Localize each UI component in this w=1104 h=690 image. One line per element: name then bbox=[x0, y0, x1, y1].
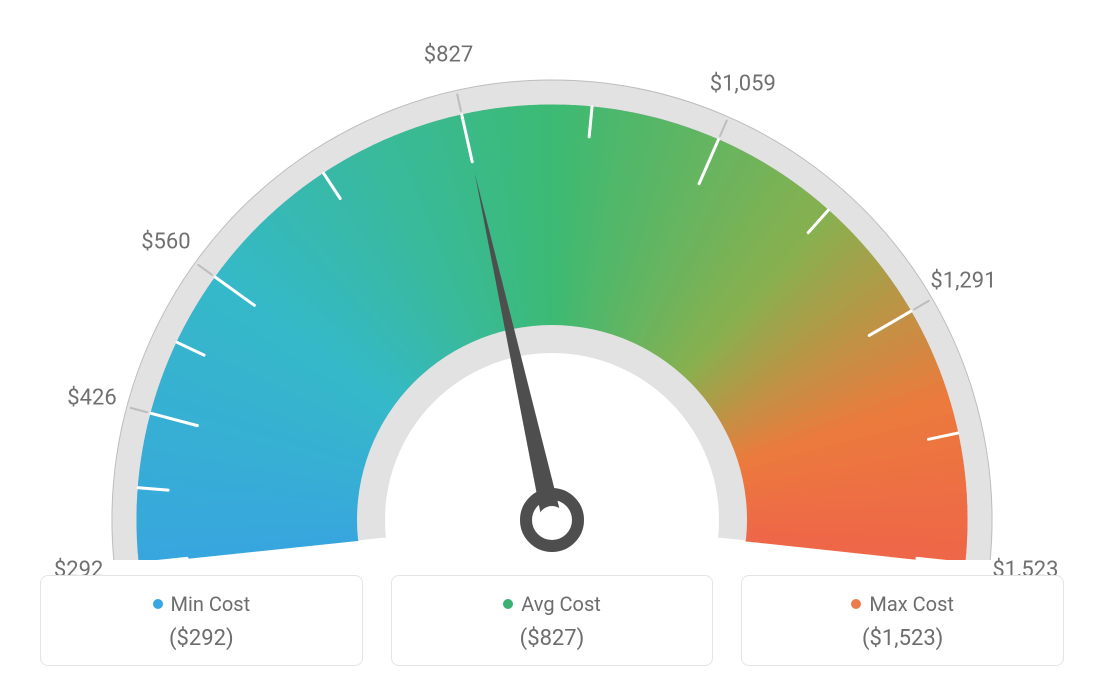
legend-card-avg: Avg Cost ($827) bbox=[391, 575, 714, 666]
dot-avg bbox=[503, 599, 513, 609]
legend-row: Min Cost ($292) Avg Cost ($827) Max Cost… bbox=[40, 575, 1064, 666]
legend-card-max: Max Cost ($1,523) bbox=[741, 575, 1064, 666]
legend-avg-value: ($827) bbox=[404, 626, 701, 651]
gauge-tick-label: $560 bbox=[141, 229, 190, 254]
legend-max-value: ($1,523) bbox=[754, 626, 1051, 651]
legend-min-label: Min Cost bbox=[171, 592, 251, 616]
legend-max-label: Max Cost bbox=[869, 592, 954, 616]
gauge-tick-label: $426 bbox=[67, 385, 116, 410]
gauge-tick-label: $827 bbox=[424, 43, 473, 68]
legend-avg-label: Avg Cost bbox=[521, 592, 601, 616]
dot-min bbox=[153, 599, 163, 609]
gauge-tick-label: $1,059 bbox=[710, 71, 776, 96]
legend-min-value: ($292) bbox=[53, 626, 350, 651]
gauge-tick-label: $1,291 bbox=[930, 268, 996, 293]
gauge-chart: $292$426$560$827$1,059$1,291$1,523 bbox=[0, 0, 1104, 560]
legend-card-min: Min Cost ($292) bbox=[40, 575, 363, 666]
dot-max bbox=[851, 599, 861, 609]
